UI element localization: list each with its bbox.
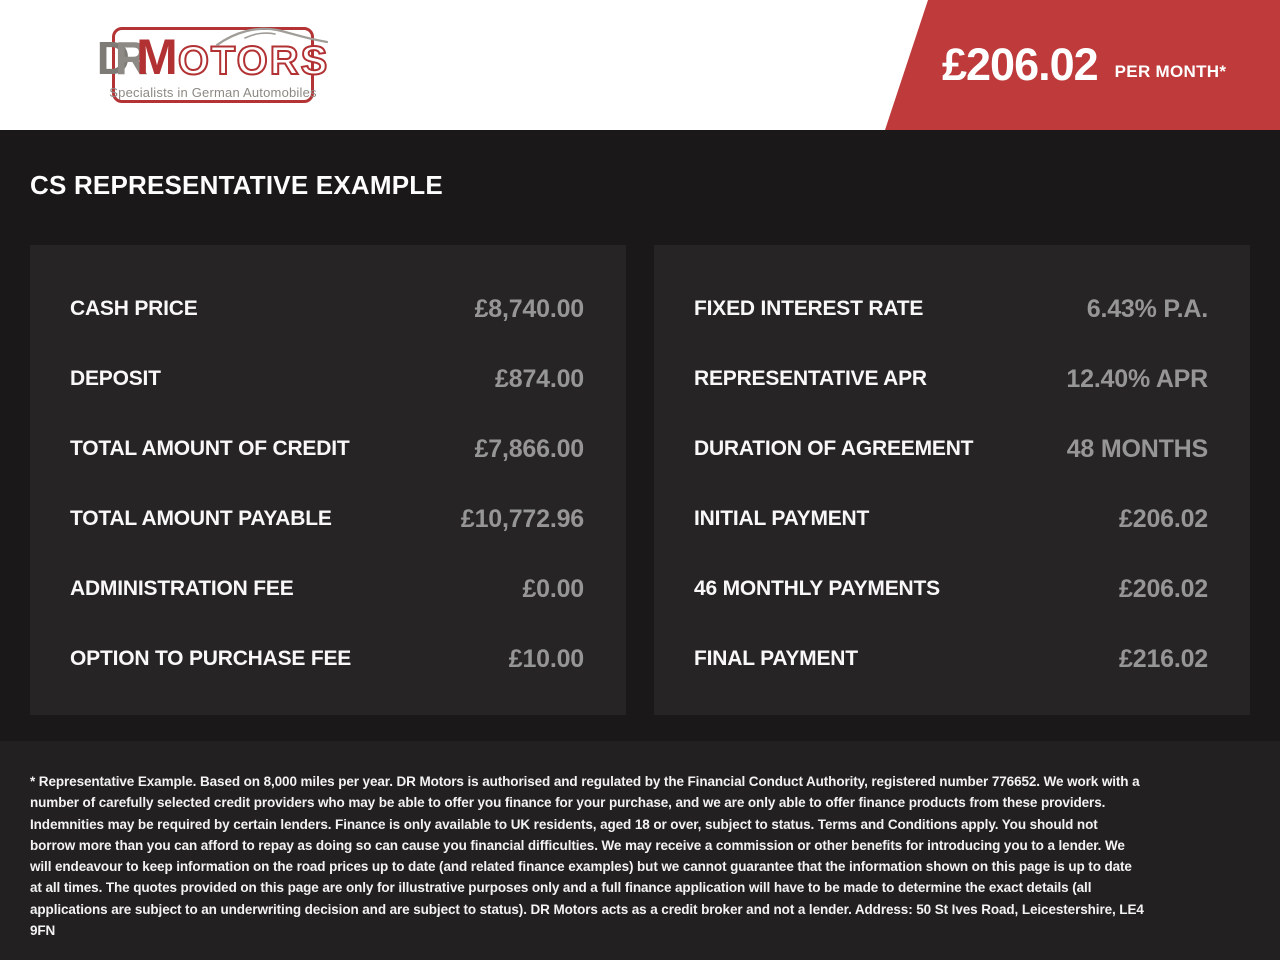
disclaimer-text: * Representative Example. Based on 8,000…: [30, 774, 1144, 939]
finance-row-option-fee: OPTION TO PURCHASE FEE £10.00: [70, 624, 584, 694]
finance-row-initial-payment: INITIAL PAYMENT £206.02: [694, 484, 1208, 554]
dr-motors-logo: DRMOTORS Specialists in German Automobil…: [97, 27, 329, 103]
finance-value: £874.00: [495, 364, 584, 393]
finance-row-total-credit: TOTAL AMOUNT OF CREDIT £7,866.00: [70, 414, 584, 484]
logo-letter-d: D: [96, 32, 130, 84]
finance-label: DURATION OF AGREEMENT: [694, 437, 974, 460]
finance-row-deposit: DEPOSIT £874.00: [70, 344, 584, 414]
finance-value: 48 MONTHS: [1066, 434, 1208, 463]
finance-value: £8,740.00: [474, 294, 585, 323]
finance-value: £0.00: [522, 574, 584, 603]
finance-row-interest-rate: FIXED INTEREST RATE 6.43% P.A.: [694, 274, 1208, 344]
finance-row-duration: DURATION OF AGREEMENT 48 MONTHS: [694, 414, 1208, 484]
finance-label: INITIAL PAYMENT: [694, 507, 870, 530]
finance-panels: CASH PRICE £8,740.00 DEPOSIT £874.00 TOT…: [30, 245, 1250, 715]
finance-label: CASH PRICE: [70, 297, 198, 320]
finance-value: £206.02: [1119, 504, 1208, 533]
finance-label: OPTION TO PURCHASE FEE: [70, 647, 352, 670]
finance-label: FINAL PAYMENT: [694, 647, 858, 670]
finance-label: REPRESENTATIVE APR: [694, 367, 927, 390]
finance-value: £206.02: [1119, 574, 1208, 603]
finance-label: ADMINISTRATION FEE: [70, 577, 294, 600]
finance-value: 12.40% APR: [1066, 364, 1208, 393]
monthly-price-suffix: PER MONTH*: [1114, 62, 1227, 81]
finance-row-total-payable: TOTAL AMOUNT PAYABLE £10,772.96: [70, 484, 584, 554]
finance-example-section: CS REPRESENTATIVE EXAMPLE CASH PRICE £8,…: [0, 130, 1280, 741]
logo-letter-m: M: [136, 29, 178, 85]
finance-row-monthly-payments: 46 MONTHLY PAYMENTS £206.02: [694, 554, 1208, 624]
finance-label: TOTAL AMOUNT OF CREDIT: [70, 437, 350, 460]
finance-value: £10.00: [508, 644, 584, 673]
finance-label: FIXED INTEREST RATE: [694, 297, 924, 320]
logo-letter-r: R: [114, 32, 148, 84]
finance-label: 46 MONTHLY PAYMENTS: [694, 577, 940, 600]
monthly-price-banner: £206.02 PER MONTH*: [885, 0, 1280, 130]
finance-value: 6.43% P.A.: [1086, 294, 1208, 323]
car-silhouette-icon: [216, 27, 329, 47]
finance-value: £10,772.96: [460, 504, 584, 533]
finance-panel-right: FIXED INTEREST RATE 6.43% P.A. REPRESENT…: [654, 245, 1250, 715]
finance-label: DEPOSIT: [70, 367, 161, 390]
finance-panel-left: CASH PRICE £8,740.00 DEPOSIT £874.00 TOT…: [30, 245, 626, 715]
finance-row-apr: REPRESENTATIVE APR 12.40% APR: [694, 344, 1208, 414]
finance-row-final-payment: FINAL PAYMENT £216.02: [694, 624, 1208, 694]
finance-row-cash-price: CASH PRICE £8,740.00: [70, 274, 584, 344]
finance-value: £216.02: [1119, 644, 1208, 673]
logo-tagline: Specialists in German Automobiles: [109, 85, 317, 100]
logo-wordmark: DRMOTORS: [96, 27, 330, 85]
page-title: CS REPRESENTATIVE EXAMPLE: [30, 170, 443, 200]
monthly-price-amount: £206.02: [942, 39, 1099, 90]
finance-label: TOTAL AMOUNT PAYABLE: [70, 507, 332, 530]
disclaimer-section: * Representative Example. Based on 8,000…: [0, 741, 1280, 960]
finance-row-admin-fee: ADMINISTRATION FEE £0.00: [70, 554, 584, 624]
finance-value: £7,866.00: [474, 434, 585, 463]
header-bar: DRMOTORS Specialists in German Automobil…: [0, 0, 1280, 130]
logo-letters-otors: OTORS: [177, 39, 330, 83]
